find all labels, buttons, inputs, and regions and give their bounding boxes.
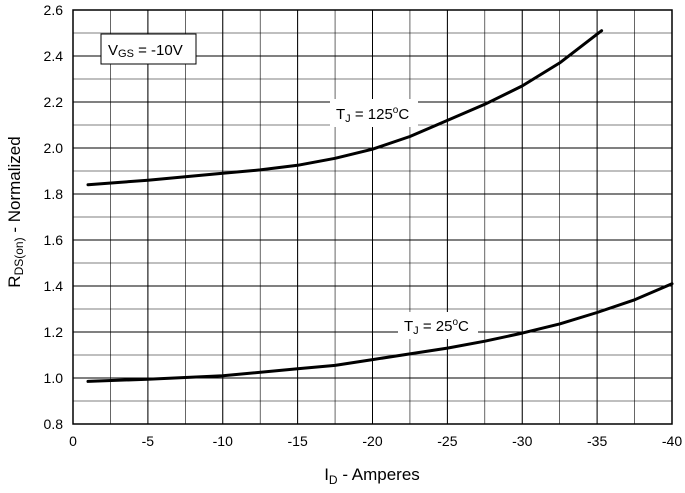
y-tick-label: 0.8	[44, 416, 64, 432]
x-tick-label: -30	[512, 433, 532, 449]
x-tick-label: -15	[288, 433, 308, 449]
y-tick-label: 2.4	[44, 48, 64, 64]
series-line-1	[88, 284, 672, 382]
y-tick-label: 1.0	[44, 370, 64, 386]
y-tick-label: 1.6	[44, 232, 64, 248]
condition-box: VGS = -10V	[101, 34, 196, 64]
series-label-tj-125: TJ = 125oC	[330, 99, 418, 127]
x-tick-label: -10	[213, 433, 233, 449]
y-tick-label: 2.6	[44, 2, 64, 18]
y-tick-label: 2.2	[44, 94, 64, 110]
x-tick-label: -25	[437, 433, 457, 449]
y-tick-label: 2.0	[44, 140, 64, 156]
x-tick-label: 0	[69, 433, 77, 449]
x-tick-label: -20	[362, 433, 382, 449]
y-tick-label: 1.8	[44, 186, 64, 202]
x-tick-label: -35	[587, 433, 607, 449]
x-tick-label: -40	[662, 433, 682, 449]
y-tick-label: 1.2	[44, 324, 64, 340]
x-axis-label: ID - Amperes	[324, 465, 420, 487]
x-tick-label: -5	[142, 433, 155, 449]
y-axis-label: RDS(on) - Normalized	[5, 136, 26, 287]
series-label-tj-25: TJ = 25oC	[398, 312, 478, 339]
y-tick-label: 1.4	[44, 278, 64, 294]
